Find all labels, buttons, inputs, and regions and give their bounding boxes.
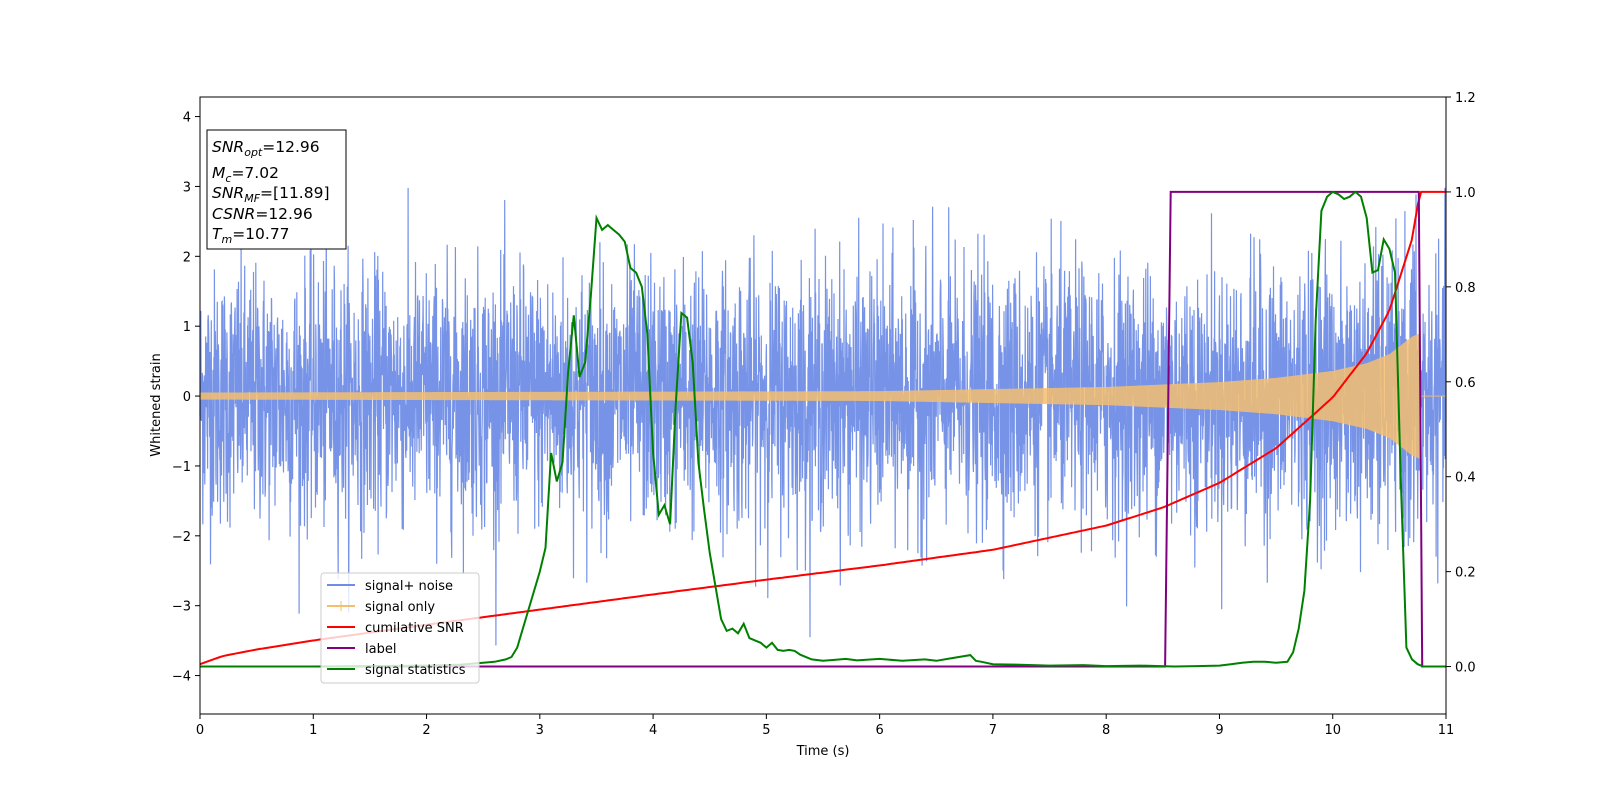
info-value: =7.02	[231, 164, 279, 182]
info-subscript: c	[225, 172, 231, 185]
legend-frame	[320, 572, 480, 684]
legend-label-label: label	[365, 642, 396, 657]
y-axis-title: Whitened strain	[149, 353, 164, 456]
y-tick-label: 4	[183, 111, 191, 126]
y2-tick-label: 1.2	[1455, 91, 1476, 106]
x-axis-title: Time (s)	[796, 744, 850, 759]
series-signal-only-line	[199, 333, 1446, 459]
y-tick-label: 0	[183, 390, 191, 405]
info-symbol: M	[212, 164, 225, 182]
y-tick-label: 2	[183, 250, 191, 265]
info-symbol: T	[212, 225, 223, 243]
info-box: SNRopt=12.96 Mc=7.02 SNRMF=[11.89] CSNR=…	[206, 129, 347, 250]
series-signal-noise-line	[199, 187, 1447, 646]
y-tick-label: 3	[183, 180, 191, 195]
info-line-mc: Mc=7.02	[212, 164, 279, 185]
info-box-frame	[206, 129, 347, 250]
legend-label-cumulative-snr: cumilative SNR	[365, 621, 464, 636]
legend-label-signal-statistics: signal statistics	[365, 663, 466, 678]
x-tick-label: 2	[422, 723, 430, 738]
y2-axis-ticks: 0.0 0.2 0.4 0.6 0.8 1.0 1.2	[1446, 91, 1476, 676]
info-value: =10.77	[232, 225, 289, 243]
info-symbol: SNR	[212, 138, 244, 156]
info-value: =12.96	[255, 205, 312, 223]
info-subscript: MF	[244, 192, 260, 205]
y-axis-ticks: −4 −3 −2 −1 0 1 2 3 4	[172, 111, 200, 685]
y-tick-label: −1	[172, 460, 191, 475]
y-tick-label: −2	[172, 530, 191, 545]
x-tick-label: 4	[649, 723, 657, 738]
info-value: =12.96	[262, 138, 319, 156]
y2-tick-label: 1.0	[1455, 186, 1476, 201]
info-line-snr-opt: SNRopt=12.96	[212, 138, 320, 159]
y-tick-label: −3	[172, 600, 191, 615]
x-tick-label: 5	[762, 723, 770, 738]
y2-tick-label: 0.4	[1455, 471, 1476, 486]
series-signal-statistics-line	[200, 190, 1446, 668]
x-axis-ticks: 0 1 2 3 4 5 6 7 8 9 10 11	[196, 714, 1454, 738]
x-tick-label: 8	[1102, 723, 1110, 738]
x-tick-label: 0	[196, 723, 204, 738]
plot-frame	[199, 96, 1447, 715]
info-line-snr-mf: SNRMF=[11.89]	[212, 184, 330, 205]
info-symbol: SNR	[212, 184, 244, 202]
y2-tick-label: 0.6	[1455, 376, 1476, 391]
info-subscript: m	[221, 233, 232, 246]
legend: signal+ noise signal only cumilative SNR…	[320, 572, 480, 684]
x-tick-label: 6	[875, 723, 883, 738]
x-tick-label: 9	[1215, 723, 1223, 738]
y2-tick-label: 0.0	[1455, 661, 1476, 676]
legend-label-signal-noise: signal+ noise	[365, 579, 453, 594]
x-tick-label: 1	[309, 723, 317, 738]
y2-tick-label: 0.8	[1455, 281, 1476, 296]
y-tick-label: −4	[172, 670, 191, 685]
info-symbol: CSNR	[212, 205, 255, 223]
legend-label-signal-only: signal only	[365, 600, 435, 615]
y-tick-label: 1	[183, 320, 191, 335]
x-tick-label: 7	[989, 723, 997, 738]
y2-tick-label: 0.2	[1455, 566, 1476, 581]
info-line-csnr: CSNR=12.96	[212, 205, 313, 223]
info-subscript: opt	[244, 146, 263, 159]
info-line-tm: Tm=10.77	[212, 225, 290, 246]
x-tick-label: 3	[536, 723, 544, 738]
x-tick-label: 11	[1438, 723, 1455, 738]
x-tick-label: 10	[1324, 723, 1341, 738]
info-value: =[11.89]	[260, 184, 329, 202]
